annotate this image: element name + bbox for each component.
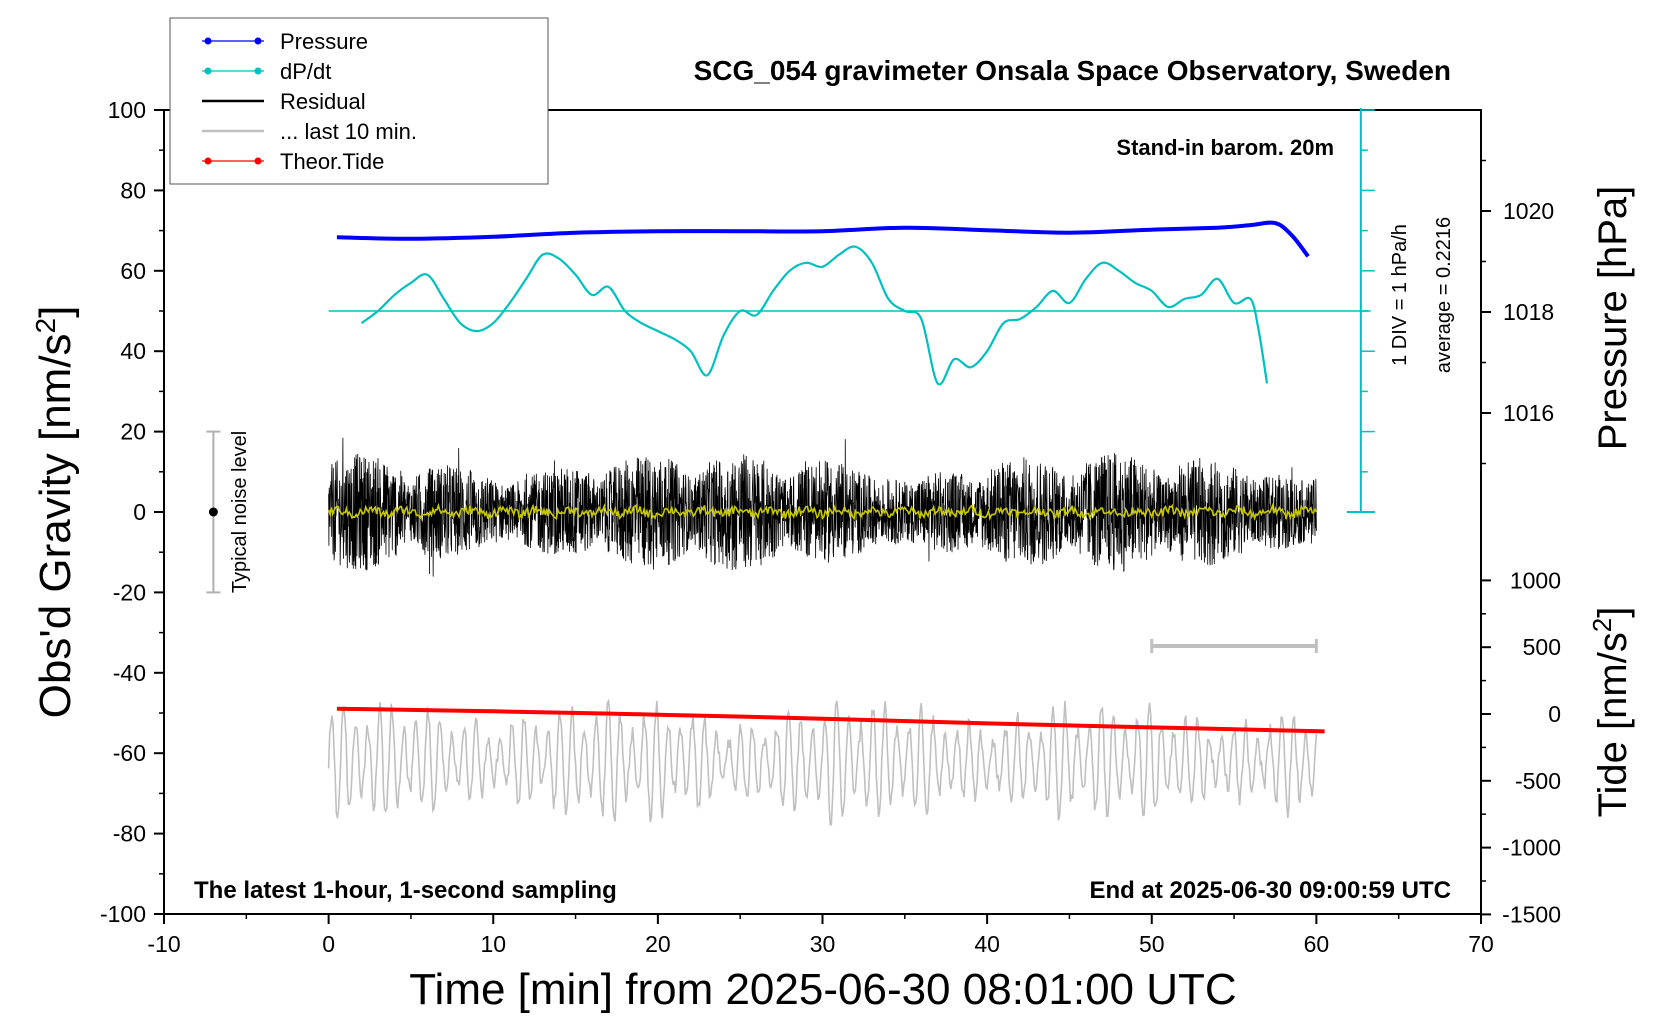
series-last-10-min [327,698,1318,826]
legend-marker [204,67,212,75]
average-label: average = 0.2216 [1433,217,1455,373]
legend-marker [254,37,262,45]
x-tick-label: -10 [147,931,180,957]
tide-tick-label: 500 [1523,634,1561,660]
y-axis-title-tide: Tide [nm/s2] [1587,607,1635,818]
end-time-note: End at 2025-06-30 09:00:59 UTC [1090,877,1452,904]
y-tick-label: -80 [113,821,146,847]
series-dpdt [360,245,1269,386]
y-tick-label: -100 [100,901,146,927]
y-axis-ticks-pressure: 1016 1018 1020 [1481,159,1554,465]
x-tick-label: 70 [1468,931,1494,957]
x-tick-label: 0 [322,931,335,957]
tide-tick-label: -1500 [1502,901,1561,927]
y-axis-ticks-tide: -1500 -1000 -500 0 500 1000 [1481,567,1561,927]
legend: Pressure dP/dt Residual ... last 10 min. The… [169,17,549,185]
noise-bar-dot [208,507,218,517]
x-tick-label: 50 [1139,931,1165,957]
y-tick-label: 60 [120,258,146,284]
last-10-min-span-bar [1150,639,1318,653]
x-tick-label: 40 [974,931,1000,957]
x-tick-label: 20 [645,931,671,957]
series-layer [327,220,1371,826]
chart-title: SCG_054 gravimeter Onsala Space Observat… [694,55,1451,86]
y-tick-label: 80 [120,177,146,203]
pressure-tick-label: 1018 [1503,299,1554,325]
legend-label: Pressure [280,29,368,54]
legend-marker [204,157,212,165]
div-label: 1 DIV = 1 hPa/h [1389,224,1411,366]
tide-tick-label: -500 [1515,768,1561,794]
pressure-tick-label: 1016 [1503,400,1554,426]
y-tick-label: 40 [120,338,146,364]
y-axis-title-tide-sup: 2 [1587,618,1617,632]
legend-label: Residual [280,89,366,114]
sampling-note: The latest 1-hour, 1-second sampling [194,877,617,904]
x-axis-title: Time [min] from 2025-06-30 08:01:00 UTC [409,965,1236,1014]
series-theor-tide [336,706,1325,734]
y-tick-label: -20 [113,579,146,605]
y-axis-title-gravity: Obs'd Gravity [nm/s2] [30,306,81,719]
y-tick-label: -40 [113,660,146,686]
legend-marker [204,37,212,45]
series-pressure [336,220,1310,258]
x-tick-label: 30 [810,931,836,957]
noise-label: Typical noise level [229,431,251,593]
x-tick-label: 60 [1304,931,1330,957]
tide-tick-label: 1000 [1510,567,1561,593]
tide-tick-label: 0 [1548,701,1561,727]
barometer-note: Stand-in barom. 20m [1116,135,1334,160]
y-axis-title-gravity-sup: 2 [30,318,61,334]
y-tick-label: 20 [120,419,146,445]
x-tick-label: 10 [480,931,506,957]
series-residual [328,437,1317,577]
tide-tick-label: -1000 [1502,835,1561,861]
y-tick-label: 100 [108,97,146,123]
legend-label: dP/dt [280,59,331,84]
series-residual-smoothed [327,502,1318,522]
y-tick-label: 0 [133,499,146,525]
legend-label: Theor.Tide [280,149,384,174]
y-axis-title-pressure: Pressure [hPa] [1591,186,1635,451]
legend-marker [254,157,262,165]
pressure-tick-label: 1020 [1503,198,1554,224]
y-axis-ticks-gravity: -100 -80 -60 -40 -20 0 20 40 60 80 100 [100,97,164,927]
noise-level-bar [206,430,221,594]
x-axis-ticks: -10 0 10 20 30 40 50 60 70 [147,914,1494,957]
dpdt-scale [1346,108,1375,513]
legend-marker [254,67,262,75]
legend-label: ... last 10 min. [280,119,417,144]
y-tick-label: -60 [113,740,146,766]
